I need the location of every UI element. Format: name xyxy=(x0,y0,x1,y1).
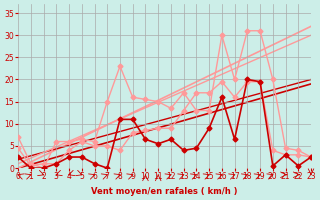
X-axis label: Vent moyen/en rafales ( km/h ): Vent moyen/en rafales ( km/h ) xyxy=(91,187,238,196)
